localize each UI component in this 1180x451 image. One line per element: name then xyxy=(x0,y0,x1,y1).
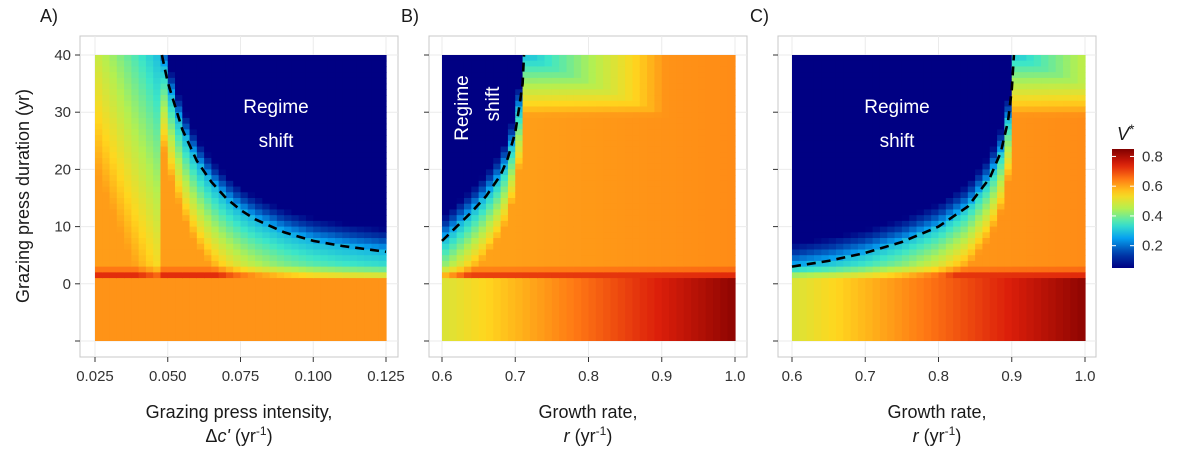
x-axis-title-line1: Grazing press intensity, xyxy=(146,402,333,422)
heatmap-panel-a: Regime shift 0.025 0.050 0.075 0.100 0.125 0 10 2… xyxy=(13,6,405,446)
x-axis-title-line2: r (yr-1) xyxy=(564,424,613,446)
threshold-curve xyxy=(791,54,1016,268)
x-tick-label: 0.100 xyxy=(294,368,332,385)
x-axis-title-line2: Δc' (yr-1) xyxy=(205,424,272,446)
annotation-shift: shift xyxy=(483,86,504,122)
heatmap-panel-c: Regime shift 0.6 0.7 0.8 0.9 1.0 Growth rate,r … xyxy=(750,6,1097,446)
y-axis-title: Grazing press duration (yr) xyxy=(13,89,33,303)
y-tick-label: 10 xyxy=(54,219,71,236)
y-tick-label: 20 xyxy=(54,161,71,178)
x-tick-label: 0.6 xyxy=(782,368,803,385)
colorbar-legend: V* 0.2 0.4 0.6 0.8 xyxy=(1112,121,1163,268)
threshold-curve xyxy=(160,54,387,254)
x-axis-title-line1: Growth rate, xyxy=(538,402,637,422)
threshold-curve xyxy=(441,54,526,242)
panel-label: A) xyxy=(40,6,58,26)
x-tick-label: 0.6 xyxy=(432,368,453,385)
x-tick-label: 0.9 xyxy=(1001,368,1022,385)
annotation-shift: shift xyxy=(880,131,916,152)
x-axis-title-line2: r (yr-1) xyxy=(913,424,962,446)
heatmap-cells xyxy=(792,55,1086,341)
x-tick-label: 0.050 xyxy=(149,368,187,385)
annotation-shift: shift xyxy=(259,131,295,152)
x-tick-label: 0.8 xyxy=(928,368,949,385)
legend-tick-label: 0.2 xyxy=(1142,238,1163,255)
x-tick-label: 0.9 xyxy=(651,368,672,385)
legend-tick-label: 0.8 xyxy=(1142,148,1163,165)
x-tick-label: 0.7 xyxy=(505,368,526,385)
panel-label: C) xyxy=(750,6,769,26)
x-axis-title-line1: Growth rate, xyxy=(887,402,986,422)
heatmap-cells xyxy=(442,55,736,341)
legend-title: V* xyxy=(1117,121,1135,144)
legend-tick-label: 0.6 xyxy=(1142,178,1163,195)
y-tick-label: 40 xyxy=(54,47,71,64)
heatmap-cells xyxy=(95,55,387,341)
x-tick-label: 1.0 xyxy=(1075,368,1096,385)
annotation-regime: Regime xyxy=(243,97,308,118)
x-tick-label: 0.7 xyxy=(855,368,876,385)
x-tick-label: 1.0 xyxy=(725,368,746,385)
legend-tick-label: 0.4 xyxy=(1142,208,1163,225)
y-tick-label: 0 xyxy=(63,276,71,293)
y-tick-label: 30 xyxy=(54,104,71,121)
annotation-regime: Regime xyxy=(864,97,929,118)
heatmap-panel-b: Regime shift 0.6 0.7 0.8 0.9 1.0 Growth rate,r … xyxy=(401,6,748,446)
x-tick-label: 0.8 xyxy=(578,368,599,385)
annotation-regime: Regime xyxy=(452,75,473,140)
panel-label: B) xyxy=(401,6,419,26)
colorbar xyxy=(1112,149,1134,268)
x-tick-label: 0.125 xyxy=(367,368,405,385)
x-tick-label: 0.075 xyxy=(222,368,260,385)
x-tick-label: 0.025 xyxy=(76,368,114,385)
